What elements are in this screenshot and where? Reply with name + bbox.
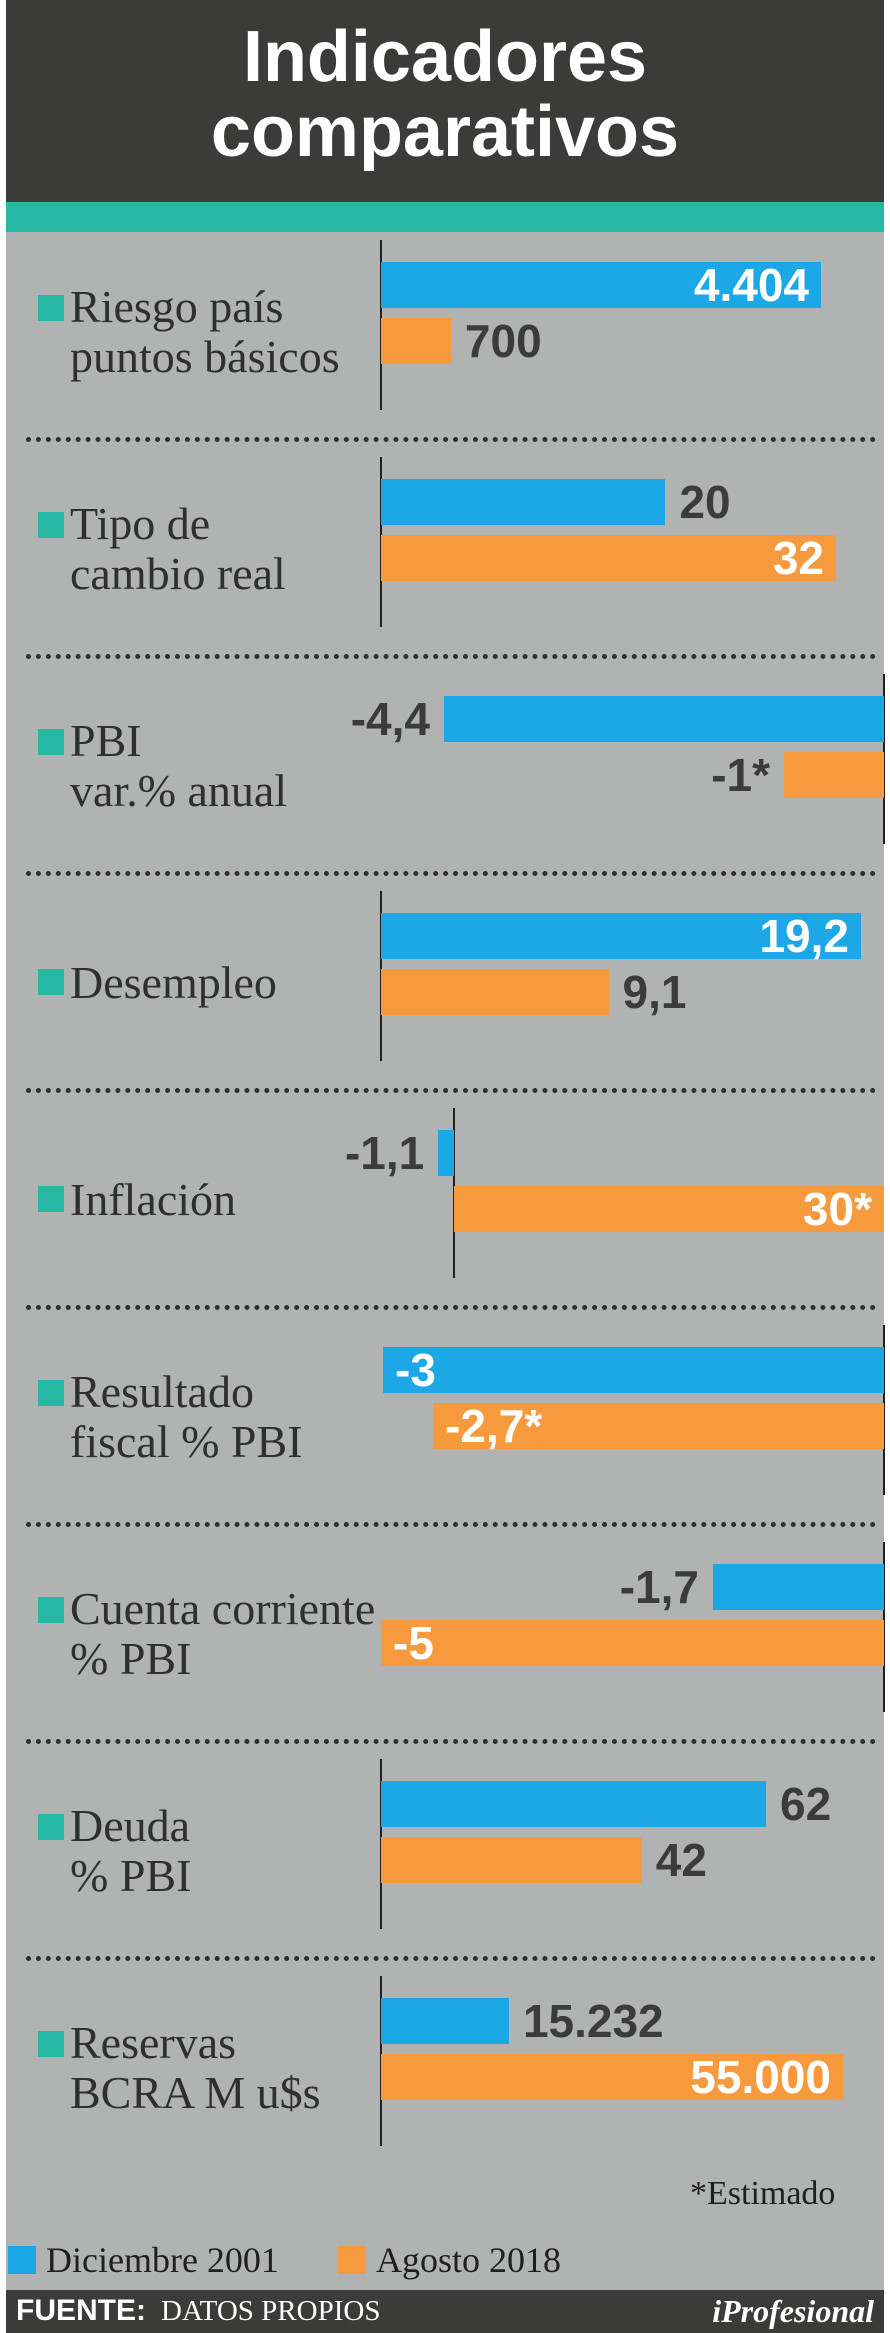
- category-label-line: fiscal % PBI: [70, 1416, 303, 1467]
- legend-label-2001: Diciembre 2001: [46, 2240, 279, 2280]
- data-label: 700: [464, 315, 542, 367]
- bar-ago-2018: [433, 1403, 884, 1449]
- category-label-line: Cuenta corriente: [70, 1583, 376, 1634]
- bar-dic-2001: [712, 1564, 884, 1610]
- source-label: FUENTE:: [16, 2294, 146, 2327]
- bar-ago-2018: [381, 318, 451, 364]
- category-marker: [38, 2031, 64, 2057]
- category-label-line: BCRA M u$s: [70, 2067, 321, 2118]
- data-label: -2,7*: [445, 1400, 543, 1452]
- data-label: -1,1: [344, 1127, 425, 1179]
- category-label: Reservas BCRA M u$s: [70, 2018, 390, 2118]
- category-label: Inflación: [70, 1175, 390, 1225]
- panel-separator: [26, 1739, 876, 1744]
- panel-separator: [26, 1088, 876, 1093]
- category-label-line: Reservas: [70, 2017, 237, 2068]
- data-label: -4,4: [350, 693, 430, 745]
- category-marker: [38, 969, 64, 995]
- bar-dic-2001: [381, 913, 861, 959]
- category-label-line: % PBI: [70, 1850, 192, 1901]
- data-label: -1,7: [619, 1561, 699, 1613]
- brand-logo: iProfesional: [712, 2293, 874, 2329]
- legend: Diciembre 2001 Agosto 2018: [6, 2240, 884, 2286]
- data-label: 4.404: [693, 259, 809, 311]
- panel-separator: [26, 1956, 876, 1961]
- panel-separator: [26, 1522, 876, 1527]
- data-label: 32: [772, 532, 824, 584]
- bar-dic-2001: [381, 1998, 509, 2044]
- bar-ago-2018: [454, 1186, 884, 1232]
- data-label: 30*: [802, 1183, 872, 1235]
- category-marker: [38, 295, 64, 321]
- panel-separator: [26, 437, 876, 442]
- category-marker: [38, 512, 64, 538]
- category-label: Deuda% PBI: [70, 1801, 390, 1901]
- chart-area: Riesgo país puntos básicos 4.404 700 Tipo de…: [6, 232, 885, 2262]
- category-marker: [38, 1814, 64, 1840]
- category-label-line: Desempleo: [70, 957, 277, 1008]
- infographic-frame: Indicadores comparativos Riesgo país punt…: [6, 0, 885, 2333]
- title-band: Indicadores comparativos: [6, 0, 884, 202]
- bar-ago-2018: [381, 1837, 642, 1883]
- bar-ago-2018: [381, 2054, 843, 2100]
- category-label: PBI var.% anual: [70, 716, 390, 816]
- data-label: 19,2: [759, 910, 849, 962]
- category-label: Cuenta corriente% PBI: [70, 1584, 390, 1684]
- bar-dic-2001: [381, 1781, 766, 1827]
- category-label-line: var.% anual: [70, 765, 288, 816]
- data-label: -3: [395, 1344, 436, 1396]
- category-label-line: Resultado: [70, 1366, 254, 1417]
- estimated-note: *Estimado: [690, 2175, 836, 2212]
- category-label-line: PBI: [70, 715, 142, 766]
- bar-ago-2018: [381, 1620, 884, 1666]
- source-value: DATOS PROPIOS: [161, 2295, 381, 2327]
- bar-ago-2018: [784, 752, 884, 798]
- legend-swatch-2018: [338, 2246, 366, 2274]
- category-label-line: cambio real: [70, 548, 286, 599]
- category-marker: [38, 1380, 64, 1406]
- category-label-line: % PBI: [70, 1633, 192, 1684]
- chart-title-line-2: comparativos: [210, 92, 680, 172]
- legend-swatch-2001: [8, 2246, 36, 2274]
- data-label: -5: [393, 1617, 434, 1669]
- category-label-line: puntos básicos: [70, 331, 340, 382]
- category-marker: [38, 1597, 64, 1623]
- data-label: 42: [655, 1834, 707, 1886]
- bar-ago-2018: [381, 535, 836, 581]
- category-marker: [38, 729, 64, 755]
- data-label: 9,1: [622, 966, 687, 1018]
- category-label: Desempleo: [70, 958, 390, 1008]
- bar-dic-2001: [444, 696, 884, 742]
- category-label-line: Tipo de: [70, 498, 211, 549]
- chart-title-line-1: Indicadores: [242, 17, 648, 97]
- panel-separator: [26, 1305, 876, 1310]
- legend-label-2018: Agosto 2018: [376, 2240, 562, 2280]
- category-marker: [38, 1186, 64, 1212]
- data-label: 15.232: [522, 1995, 664, 2047]
- category-label-line: Inflación: [70, 1174, 237, 1225]
- zero-axis: [883, 1542, 885, 1712]
- zero-axis: [883, 1325, 885, 1495]
- bar-dic-2001: [383, 1347, 884, 1393]
- panel-separator: [26, 871, 876, 876]
- panel-separator: [26, 654, 876, 659]
- bar-ago-2018: [381, 969, 609, 1015]
- bar-dic-2001: [381, 262, 821, 308]
- data-label: -1*: [711, 749, 770, 801]
- category-label-line: Riesgo país: [70, 281, 284, 332]
- category-label: Riesgo país puntos básicos: [70, 282, 390, 382]
- category-label: Resultado fiscal % PBI: [70, 1367, 390, 1467]
- bar-dic-2001: [381, 479, 666, 525]
- accent-stripe: [6, 202, 884, 232]
- data-label: 20: [679, 476, 731, 528]
- data-label: 55.000: [690, 2051, 831, 2103]
- category-label-line: Deuda: [70, 1800, 191, 1851]
- bar-dic-2001: [438, 1130, 454, 1176]
- footer: FUENTE: DATOS PROPIOS iProfesional: [6, 2290, 884, 2333]
- data-label: 62: [780, 1778, 832, 1830]
- category-label: Tipo de cambio real: [70, 499, 390, 599]
- zero-axis: [883, 674, 885, 844]
